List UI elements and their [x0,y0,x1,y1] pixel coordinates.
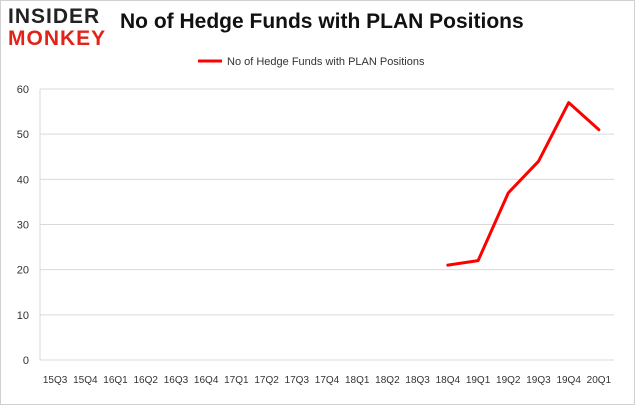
chart-title: No of Hedge Funds with PLAN Positions [120,10,524,33]
x-tick-label-15Q4: 15Q4 [73,375,98,386]
x-tick-label-18Q2: 18Q2 [375,375,400,386]
x-tick-label-18Q1: 18Q1 [345,375,370,386]
x-tick-label-17Q3: 17Q3 [285,375,310,386]
logo-line-2: MONKEY [8,27,107,50]
x-tick-label-15Q3: 15Q3 [43,375,68,386]
legend-label: No of Hedge Funds with PLAN Positions [227,56,425,68]
x-tick-label-16Q3: 16Q3 [164,375,189,386]
x-tick-label-17Q2: 17Q2 [254,375,279,386]
x-tick-label-18Q4: 18Q4 [436,375,461,386]
x-tick-label-16Q4: 16Q4 [194,375,219,386]
y-tick-label-0: 0 [23,355,29,367]
series-layer [446,101,601,267]
x-tick-label-19Q2: 19Q2 [496,375,521,386]
x-tick-label-17Q4: 17Q4 [315,375,340,386]
legend: No of Hedge Funds with PLAN Positions [198,56,425,68]
y-tick-label-30: 30 [17,220,29,232]
y-tick-label-60: 60 [17,84,29,96]
y-tick-label-10: 10 [17,310,29,322]
y-tick-label-40: 40 [17,174,29,186]
x-tick-label-19Q1: 19Q1 [466,375,491,386]
insider-monkey-logo: INSIDER MONKEY [8,6,118,52]
x-axis-ticks: 15Q3 15Q4 16Q1 16Q2 16Q3 16Q4 17Q1 17Q2 17Q3 17Q4… [43,375,612,386]
grid-lines [39,88,614,361]
series-line-0 [446,101,601,267]
x-tick-label-19Q3: 19Q3 [526,375,551,386]
x-tick-label-17Q1: 17Q1 [224,375,249,386]
x-tick-label-16Q1: 16Q1 [103,375,128,386]
y-axis-ticks: 0 10 20 30 40 50 60 [17,84,29,367]
x-tick-label-18Q3: 18Q3 [405,375,430,386]
logo-line-1: INSIDER [8,5,101,28]
x-tick-label-19Q4: 19Q4 [556,375,581,386]
x-tick-label-16Q2: 16Q2 [134,375,159,386]
x-tick-label-20Q1: 20Q1 [587,375,612,386]
y-tick-label-50: 50 [17,129,29,141]
y-tick-label-20: 20 [17,265,29,277]
